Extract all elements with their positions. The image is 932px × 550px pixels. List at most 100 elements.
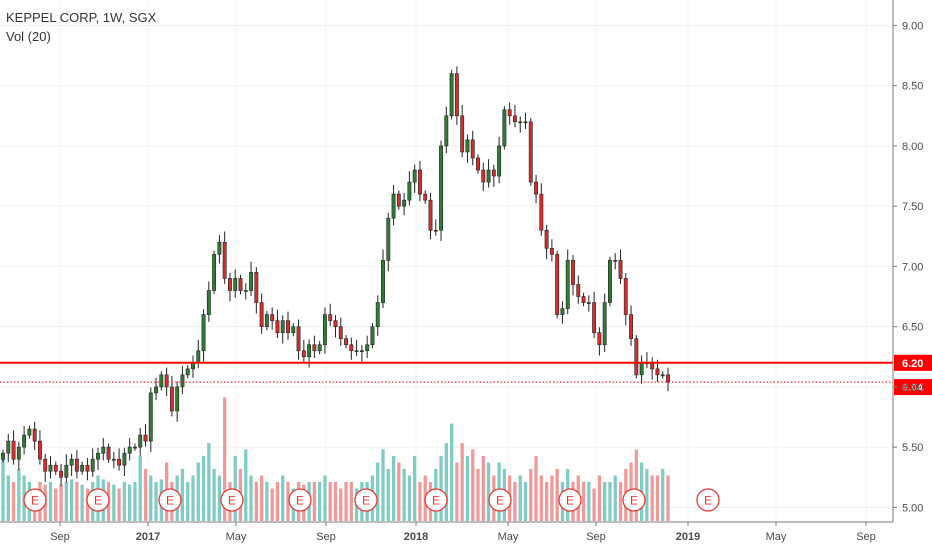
volume-bar — [207, 443, 211, 521]
volume-bar — [634, 449, 638, 521]
candle-body — [228, 278, 232, 291]
earnings-marker[interactable]: E — [424, 488, 448, 512]
candle-body — [259, 302, 264, 327]
volume-bar — [539, 475, 543, 521]
candle-body — [439, 145, 443, 231]
volume-bar — [259, 475, 264, 521]
x-tick-label: Sep — [856, 531, 876, 543]
volume-bar — [439, 456, 443, 521]
candle-body — [555, 254, 560, 315]
earnings-circle — [23, 488, 47, 512]
volume-bar — [323, 475, 327, 521]
candle-body — [571, 260, 575, 285]
earnings-marker[interactable]: E — [696, 488, 720, 512]
earnings-circle — [288, 488, 312, 512]
candle-body — [560, 308, 565, 315]
earnings-marker[interactable]: E — [158, 488, 182, 512]
candle-body — [16, 446, 21, 460]
earnings-marker[interactable]: E — [354, 488, 378, 512]
volume-bar — [286, 482, 290, 521]
candle-body — [586, 302, 591, 304]
candle-body — [354, 350, 359, 353]
candle-body — [201, 314, 206, 352]
candle-body — [280, 320, 285, 333]
earnings-marker[interactable]: E — [86, 488, 110, 512]
earnings-label: E — [94, 494, 102, 508]
volume-bar — [133, 482, 137, 521]
volume-bar — [650, 475, 654, 521]
volume-bar — [201, 456, 206, 521]
candle-body — [85, 464, 90, 472]
candle-body — [164, 374, 169, 388]
volume-bar — [1, 456, 5, 521]
grid — [0, 0, 893, 522]
volume-bar — [471, 449, 475, 521]
volume-bar — [318, 482, 322, 521]
candle-body — [80, 464, 85, 472]
earnings-marker[interactable]: E — [622, 488, 646, 512]
x-tick-label: May — [226, 531, 247, 543]
earnings-label: E — [496, 494, 504, 508]
candle-body — [53, 464, 58, 472]
horizontal-lines[interactable]: 6.20 6.04 — [0, 354, 932, 396]
y-tick-label: 5.00 — [902, 502, 923, 514]
candle-body — [370, 326, 375, 346]
candle-body — [180, 374, 185, 388]
candle-body — [169, 386, 174, 412]
volume-bar — [386, 469, 390, 521]
earnings-label: E — [31, 494, 39, 508]
earnings-label: E — [704, 494, 712, 508]
volume-bar — [249, 475, 253, 521]
candle-body — [27, 428, 32, 436]
earnings-circle — [424, 488, 448, 512]
earnings-marker[interactable]: E — [23, 488, 47, 512]
earnings-label: E — [166, 494, 174, 508]
candle-body — [90, 458, 95, 472]
candle-body — [96, 452, 100, 460]
candle-body — [396, 193, 401, 207]
volume-bar — [312, 482, 317, 521]
volume-bar — [254, 482, 258, 521]
candle-body — [660, 374, 665, 377]
earnings-circle — [622, 488, 646, 512]
y-tick-label: 6.00 — [902, 382, 923, 394]
candle-body — [623, 278, 628, 315]
candle-body — [344, 338, 348, 346]
volume-bar — [217, 475, 222, 521]
x-tick-label: Sep — [586, 531, 606, 543]
x-tick-label: 2017 — [136, 531, 160, 543]
candle-body — [666, 374, 670, 383]
volume-bar — [233, 456, 237, 521]
earnings-marker[interactable]: E — [220, 488, 244, 512]
candle-body — [148, 392, 153, 442]
candle-body — [513, 115, 517, 123]
candle-body — [69, 458, 74, 466]
candle-body — [212, 254, 217, 291]
earnings-marker[interactable]: E — [488, 488, 512, 512]
candle-body — [470, 139, 475, 159]
earnings-marker[interactable]: E — [558, 488, 582, 512]
candle-body — [270, 314, 275, 321]
volume-bar — [186, 482, 190, 521]
candle-body — [449, 73, 454, 117]
volume-bar — [69, 479, 74, 521]
candle-body — [48, 464, 53, 472]
chart-title: KEPPEL CORP, 1W, SGX — [6, 10, 157, 25]
x-tick-label: Sep — [50, 531, 70, 543]
price-badge-label: 6.04 — [902, 382, 924, 394]
x-tick-label: 2019 — [676, 531, 700, 543]
volume-bar — [128, 484, 132, 521]
volume-bar — [544, 482, 549, 521]
x-tick-label: 2018 — [404, 531, 428, 543]
earnings-circle — [488, 488, 512, 512]
volume-bar — [460, 443, 464, 521]
volume-bar — [455, 462, 459, 521]
volume-bar — [666, 475, 670, 521]
volume-bar — [587, 482, 591, 521]
candle-body — [634, 338, 639, 376]
volume-bar — [481, 456, 485, 521]
candle-body — [175, 386, 180, 412]
earnings-marker[interactable]: E — [288, 488, 312, 512]
